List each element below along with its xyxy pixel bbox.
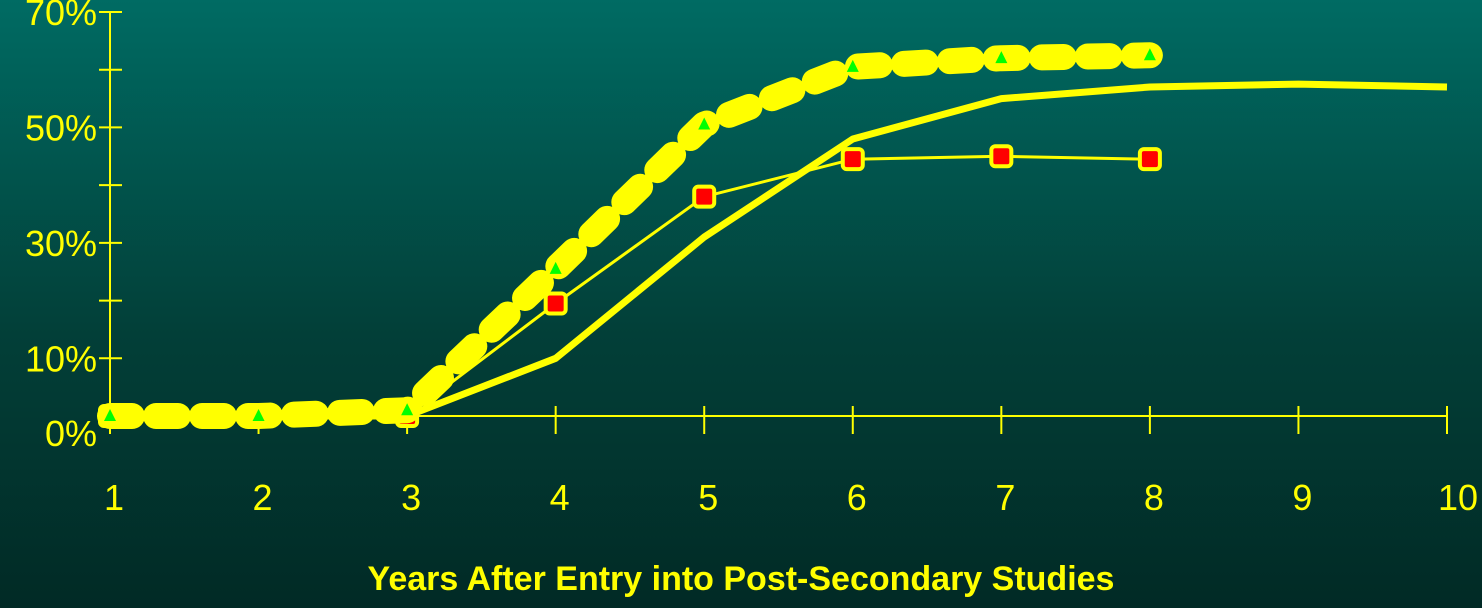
square-marker-8 — [1137, 147, 1162, 172]
triangle-marker-1 — [104, 409, 116, 421]
x-tick-label: 1 — [104, 477, 124, 518]
x-tick-label: 10 — [1438, 477, 1478, 518]
triangle-marker-2 — [252, 409, 265, 421]
triangle-marker-6 — [846, 59, 859, 72]
y-tick-label: 0% — [45, 413, 97, 454]
square-marker-6 — [840, 147, 865, 172]
series-line-dotted — [97, 42, 1163, 429]
square-marker-4 — [543, 291, 568, 316]
triangle-marker-4 — [549, 261, 562, 274]
x-tick-label: 7 — [995, 477, 1015, 518]
axes — [99, 11, 1448, 434]
series-layer — [97, 42, 1448, 429]
triangle-marker-8 — [1143, 48, 1156, 61]
triangle-marker-7 — [995, 51, 1008, 64]
x-tick-label: 2 — [253, 477, 273, 518]
x-tick-label: 9 — [1292, 477, 1312, 518]
square-marker-5 — [692, 184, 717, 209]
triangle-marker-5 — [698, 117, 711, 130]
x-tick-label: 6 — [847, 477, 867, 518]
x-tick-label: 4 — [550, 477, 570, 518]
x-tick-label: 5 — [698, 477, 718, 518]
series-line-thick — [110, 80, 1448, 420]
triangle-marker-3 — [401, 403, 414, 416]
tick-labels: 70% 50% 30% 10% 0%1 2 3 4 5 6 7 8 9 10 — [25, 0, 1478, 518]
y-tick-label: 10% — [25, 338, 97, 379]
y-tick-label: 70% — [25, 0, 97, 33]
y-tick-label: 30% — [25, 223, 97, 264]
y-tick-label: 50% — [25, 107, 97, 148]
x-tick-label: 3 — [401, 477, 421, 518]
square-marker-7 — [989, 144, 1014, 169]
x-axis-title: Years After Entry into Post-Secondary St… — [368, 560, 1115, 598]
x-tick-label: 8 — [1144, 477, 1164, 518]
